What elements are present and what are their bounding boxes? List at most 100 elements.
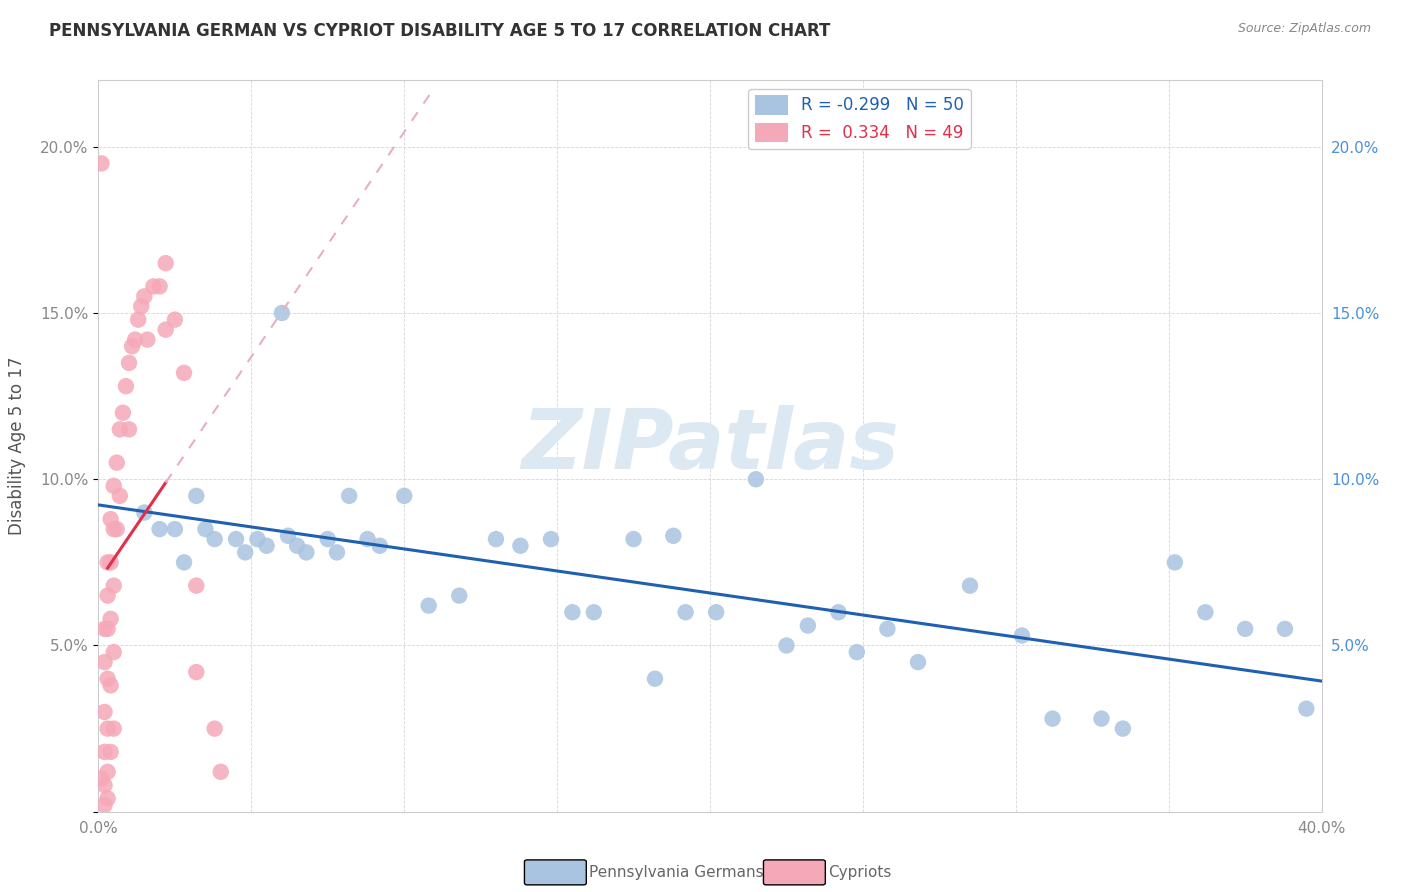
Point bbox=[907, 655, 929, 669]
Point bbox=[103, 479, 125, 493]
Point bbox=[163, 312, 186, 326]
Point bbox=[105, 522, 128, 536]
Point bbox=[93, 705, 115, 719]
Point bbox=[277, 529, 299, 543]
Point bbox=[797, 618, 820, 632]
Point bbox=[90, 156, 112, 170]
Point bbox=[959, 579, 981, 593]
Point bbox=[561, 605, 583, 619]
Point bbox=[1011, 628, 1033, 642]
Point bbox=[186, 579, 208, 593]
Point bbox=[100, 612, 122, 626]
Point bbox=[418, 599, 440, 613]
Point bbox=[186, 489, 208, 503]
Point bbox=[256, 539, 278, 553]
Point bbox=[827, 605, 849, 619]
Point bbox=[93, 655, 115, 669]
Point bbox=[100, 745, 122, 759]
Point bbox=[97, 791, 120, 805]
Point bbox=[225, 532, 247, 546]
Point bbox=[136, 333, 159, 347]
Point bbox=[97, 589, 120, 603]
Point bbox=[582, 605, 605, 619]
Text: Source: ZipAtlas.com: Source: ZipAtlas.com bbox=[1237, 22, 1371, 36]
Point bbox=[675, 605, 697, 619]
Point bbox=[704, 605, 727, 619]
Point bbox=[134, 289, 156, 303]
Point bbox=[644, 672, 666, 686]
Point bbox=[194, 522, 217, 536]
Point bbox=[97, 764, 120, 779]
Point bbox=[93, 778, 115, 792]
Point bbox=[90, 772, 112, 786]
Point bbox=[129, 299, 152, 313]
Point bbox=[1164, 555, 1187, 569]
Point bbox=[111, 406, 134, 420]
Y-axis label: Disability Age 5 to 17: Disability Age 5 to 17 bbox=[8, 357, 27, 535]
Point bbox=[103, 722, 125, 736]
Point bbox=[392, 489, 416, 503]
Text: PENNSYLVANIA GERMAN VS CYPRIOT DISABILITY AGE 5 TO 17 CORRELATION CHART: PENNSYLVANIA GERMAN VS CYPRIOT DISABILIT… bbox=[49, 22, 831, 40]
Point bbox=[97, 555, 120, 569]
Point bbox=[1295, 701, 1317, 715]
Point bbox=[270, 306, 292, 320]
Point bbox=[209, 764, 232, 779]
Point bbox=[1274, 622, 1296, 636]
Point bbox=[121, 339, 143, 353]
Point bbox=[103, 579, 125, 593]
Point bbox=[662, 529, 685, 543]
Text: Cypriots: Cypriots bbox=[828, 865, 891, 880]
Point bbox=[163, 522, 186, 536]
Point bbox=[449, 589, 471, 603]
Point bbox=[105, 456, 128, 470]
Point bbox=[540, 532, 562, 546]
Point bbox=[142, 279, 165, 293]
Point bbox=[155, 256, 177, 270]
Point bbox=[100, 678, 122, 692]
Point bbox=[295, 545, 318, 559]
Point bbox=[108, 489, 131, 503]
Point bbox=[186, 665, 208, 679]
Point bbox=[118, 356, 141, 370]
Point bbox=[233, 545, 256, 559]
Point bbox=[368, 539, 391, 553]
Point bbox=[1194, 605, 1216, 619]
Point bbox=[285, 539, 308, 553]
Point bbox=[108, 422, 131, 436]
Point bbox=[845, 645, 868, 659]
Point bbox=[115, 379, 138, 393]
Point bbox=[204, 722, 226, 736]
Point bbox=[509, 539, 531, 553]
Point bbox=[1112, 722, 1135, 736]
Point bbox=[246, 532, 269, 546]
Point bbox=[103, 645, 125, 659]
Point bbox=[775, 639, 797, 653]
Point bbox=[173, 366, 195, 380]
Point bbox=[124, 333, 146, 347]
Point bbox=[149, 279, 172, 293]
Legend: R = -0.299   N = 50, R =  0.334   N = 49: R = -0.299 N = 50, R = 0.334 N = 49 bbox=[748, 88, 970, 149]
Point bbox=[127, 312, 149, 326]
Point bbox=[337, 489, 360, 503]
Point bbox=[134, 506, 156, 520]
Point bbox=[356, 532, 378, 546]
Point bbox=[1234, 622, 1257, 636]
Point bbox=[100, 512, 122, 526]
Text: ZIPatlas: ZIPatlas bbox=[522, 406, 898, 486]
Point bbox=[173, 555, 195, 569]
Point bbox=[155, 323, 177, 337]
Point bbox=[97, 672, 120, 686]
Text: Pennsylvania Germans: Pennsylvania Germans bbox=[589, 865, 763, 880]
Point bbox=[326, 545, 349, 559]
Point bbox=[623, 532, 645, 546]
Point bbox=[204, 532, 226, 546]
Point bbox=[97, 722, 120, 736]
Point bbox=[97, 622, 120, 636]
Point bbox=[100, 555, 122, 569]
Point bbox=[876, 622, 898, 636]
Point bbox=[118, 422, 141, 436]
Point bbox=[149, 522, 172, 536]
Point bbox=[103, 522, 125, 536]
Point bbox=[93, 622, 115, 636]
Point bbox=[93, 798, 115, 813]
